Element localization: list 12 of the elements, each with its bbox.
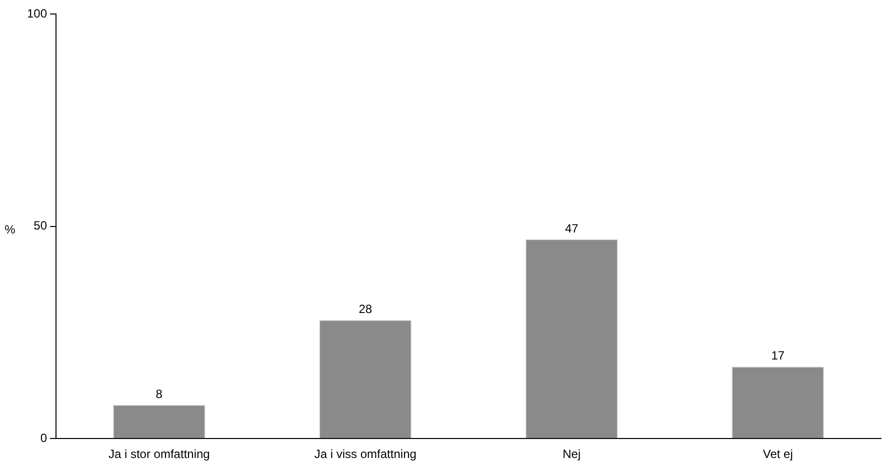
y-tick-label: 100	[26, 6, 48, 20]
data-label: 8	[156, 386, 163, 401]
x-tick-label: Nej	[562, 447, 581, 462]
data-label: 17	[771, 348, 785, 363]
y-tick-label: 0	[40, 430, 48, 445]
x-tick-label: Ja i viss omfattning	[314, 447, 416, 462]
y-tick-label: 50	[34, 218, 48, 233]
x-tick-label: Vet ej	[762, 447, 793, 462]
y-axis-title: %	[4, 222, 16, 237]
data-label: 28	[358, 302, 372, 316]
data-label: 47	[564, 221, 579, 236]
x-tick-label: Ja i stor omfattning	[108, 447, 210, 462]
